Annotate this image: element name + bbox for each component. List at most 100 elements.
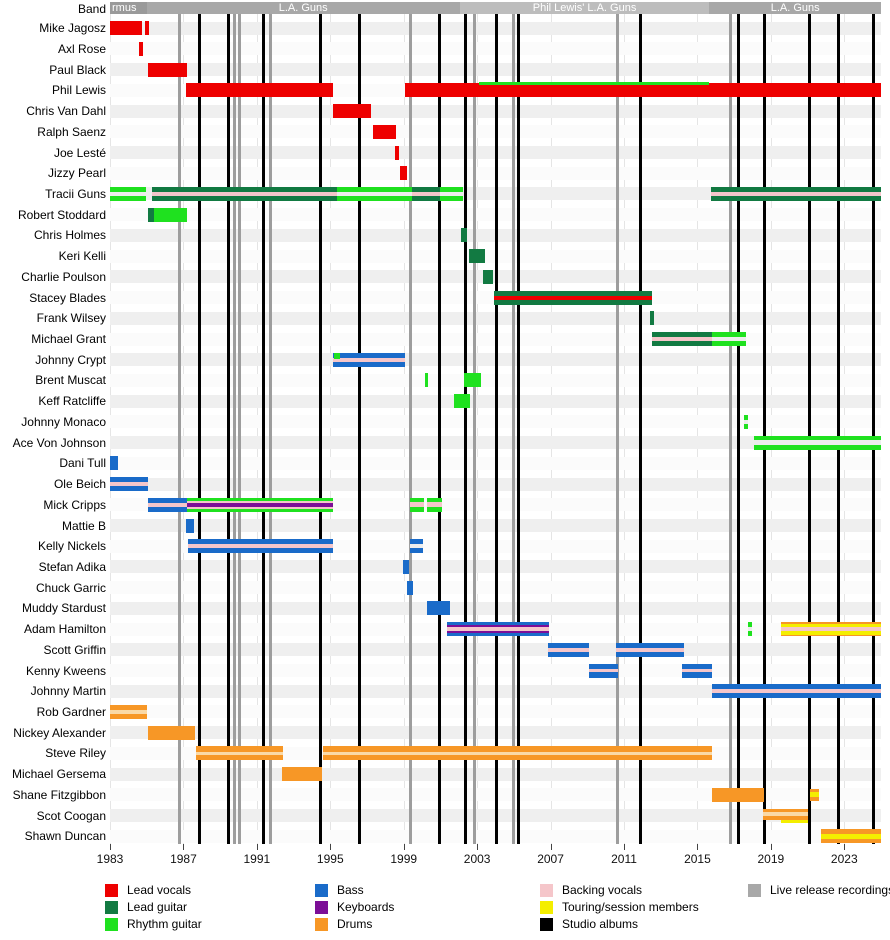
bar-stripe xyxy=(186,506,333,509)
bar-stripe xyxy=(402,559,409,574)
year-tick-label: 1991 xyxy=(243,852,271,866)
year-tick-mark xyxy=(624,844,625,850)
member-row-label: Chris Holmes xyxy=(33,228,106,243)
bar-stripe xyxy=(411,191,440,197)
year-gridline xyxy=(403,14,405,844)
member-row-label: Adam Hamilton xyxy=(23,622,106,637)
bar-stripe xyxy=(446,627,550,631)
year-tick-label: 2007 xyxy=(537,852,564,866)
bar-stripe xyxy=(754,444,881,450)
year-tick-label: 2011 xyxy=(611,852,637,866)
legend-swatch xyxy=(540,918,553,931)
bar-stripe xyxy=(712,689,881,694)
timeline-bar xyxy=(152,186,337,201)
bar-stripe xyxy=(187,539,333,545)
year-gridline xyxy=(183,14,185,844)
bar-stripe xyxy=(651,332,713,338)
bar-stripe xyxy=(110,704,147,711)
bar-stripe xyxy=(763,812,809,816)
bar-stripe xyxy=(616,648,685,652)
bar-stripe xyxy=(763,815,809,820)
member-row-label: Keri Kelli xyxy=(58,249,106,264)
bar-stripe xyxy=(810,792,820,798)
timeline-bar xyxy=(649,311,654,326)
bar-stripe xyxy=(332,357,405,362)
studio-album-line xyxy=(762,14,766,844)
legend-item: Bass xyxy=(315,884,535,898)
bar-stripe xyxy=(748,627,753,631)
year-tick-mark xyxy=(330,844,332,850)
timeline-bar xyxy=(153,207,187,222)
member-row-label: Chuck Garric xyxy=(35,580,106,595)
timeline-bar xyxy=(712,332,747,347)
timeline-bar xyxy=(110,186,146,201)
studio-album-line xyxy=(517,14,521,844)
bar-stripe xyxy=(147,725,195,740)
member-row-label: Nickey Alexander xyxy=(13,725,106,740)
studio-album-line xyxy=(262,14,266,844)
bar-stripe xyxy=(712,693,881,699)
year-gridline xyxy=(550,14,552,844)
bar-stripe xyxy=(336,196,412,201)
bar-stripe xyxy=(411,196,440,201)
bar-stripe xyxy=(424,373,428,388)
bar-stripe xyxy=(147,207,154,222)
bar-stripe xyxy=(781,819,809,823)
timeline-bar xyxy=(468,249,485,264)
timeline-bar xyxy=(394,145,399,160)
legend-label: Keyboards xyxy=(337,900,395,914)
timeline-bar xyxy=(333,352,340,359)
studio-album-line xyxy=(639,14,643,844)
bar-stripe xyxy=(147,506,187,512)
bar-stripe xyxy=(195,751,283,756)
member-row-label: Mick Cripps xyxy=(43,497,106,512)
timeline-bar xyxy=(399,166,407,181)
legend-item: Drums xyxy=(315,918,535,932)
member-row-label: Scott Griffin xyxy=(43,642,106,657)
bar-stripe xyxy=(110,191,146,197)
band-era-segment: rmus xyxy=(110,1,149,14)
legend-item: Keyboards xyxy=(315,901,535,915)
member-row-label: Stacey Blades xyxy=(29,290,106,305)
bar-stripe xyxy=(547,642,590,648)
member-row-label: Tracii Guns xyxy=(45,186,106,201)
bar-stripe xyxy=(110,477,148,483)
bar-stripe xyxy=(712,684,881,690)
bar-stripe xyxy=(322,751,713,756)
bar-stripe xyxy=(744,423,749,429)
year-tick-label: 1999 xyxy=(390,852,418,866)
bar-stripe xyxy=(810,797,820,801)
studio-album-line xyxy=(227,14,231,844)
legend-swatch xyxy=(315,901,328,914)
legend-label: Lead vocals xyxy=(127,883,192,897)
bar-stripe xyxy=(336,186,412,192)
bar-stripe xyxy=(712,332,747,338)
bar-stripe xyxy=(147,497,187,503)
bar-stripe xyxy=(426,601,450,616)
bar-stripe xyxy=(186,508,333,512)
timeline-bar xyxy=(147,207,154,222)
timeline-bar xyxy=(187,539,333,554)
legend-item: Touring/session members xyxy=(540,901,760,915)
bar-stripe xyxy=(110,482,148,486)
bar-stripe xyxy=(588,663,618,669)
timeline-bar xyxy=(195,746,283,761)
live-release-line xyxy=(616,14,620,844)
bar-stripe xyxy=(446,632,550,637)
bar-stripe xyxy=(186,497,333,501)
timeline-bar xyxy=(336,186,412,201)
bar-stripe xyxy=(110,456,119,471)
member-row-label: Kelly Nickels xyxy=(37,539,106,554)
bar-stripe xyxy=(409,497,424,503)
bar-stripe xyxy=(336,191,412,197)
bar-stripe xyxy=(493,290,652,296)
bar-stripe xyxy=(372,124,396,139)
bar-stripe xyxy=(711,196,881,201)
member-row-label: Jizzy Pearl xyxy=(47,166,106,181)
live-release-line xyxy=(233,14,237,844)
studio-album-line xyxy=(319,14,323,844)
timeline-bar xyxy=(446,622,550,637)
bar-stripe xyxy=(439,191,463,197)
band-era-segment: L.A. Guns xyxy=(146,1,460,14)
